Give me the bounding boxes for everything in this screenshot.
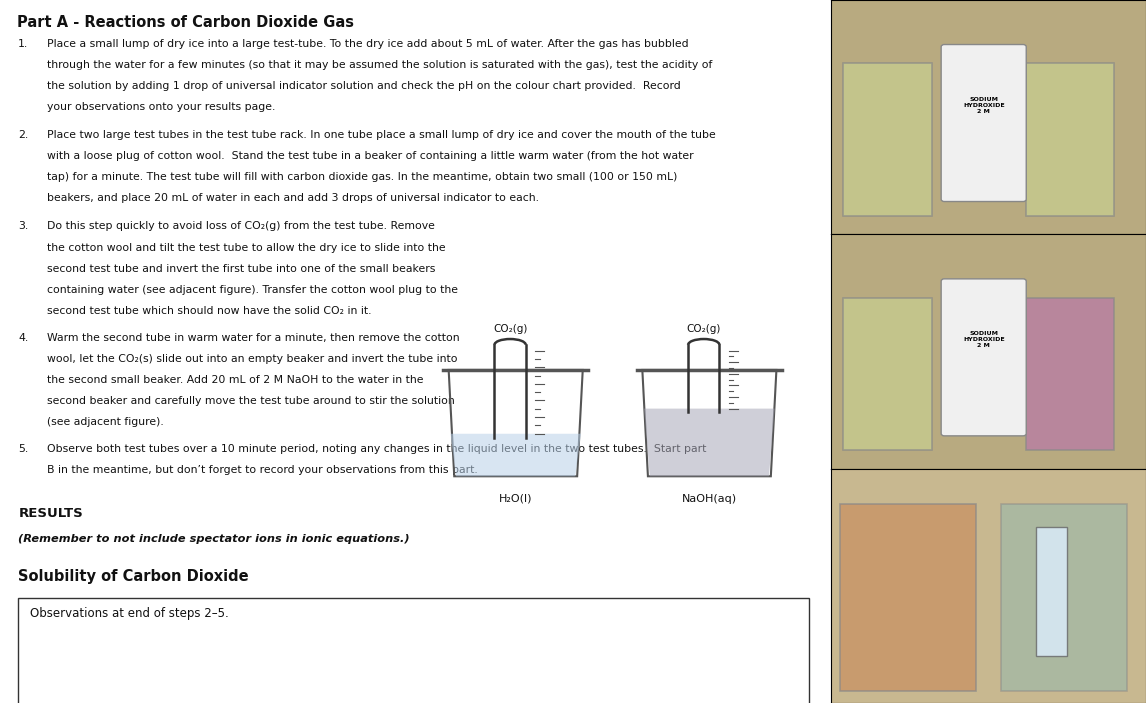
Text: CO₂(g): CO₂(g) [686,324,721,334]
Text: H₂O(l): H₂O(l) [499,494,533,503]
FancyBboxPatch shape [843,297,932,450]
Text: the second small beaker. Add 20 mL of 2 M NaOH to the water in the: the second small beaker. Add 20 mL of 2 … [47,375,424,385]
Text: wool, let the CO₂(s) slide out into an empty beaker and invert the tube into: wool, let the CO₂(s) slide out into an e… [47,354,458,363]
Text: with a loose plug of cotton wool.  Stand the test tube in a beaker of containing: with a loose plug of cotton wool. Stand … [47,151,694,161]
Text: (see adjacent figure).: (see adjacent figure). [47,417,164,427]
FancyBboxPatch shape [840,504,976,691]
Text: Part A - Reactions of Carbon Dioxide Gas: Part A - Reactions of Carbon Dioxide Gas [16,15,354,30]
Text: second beaker and carefully move the test tube around to stir the solution: second beaker and carefully move the tes… [47,396,455,406]
FancyBboxPatch shape [843,63,932,216]
FancyBboxPatch shape [1027,63,1115,216]
Polygon shape [450,434,581,477]
Text: (Remember to not include spectator ions in ionic equations.): (Remember to not include spectator ions … [18,534,410,543]
Text: Solubility of Carbon Dioxide: Solubility of Carbon Dioxide [18,569,249,583]
Text: containing water (see adjacent figure). Transfer the cotton wool plug to the: containing water (see adjacent figure). … [47,285,458,295]
Text: Warm the second tube in warm water for a minute, then remove the cotton: Warm the second tube in warm water for a… [47,333,460,342]
FancyBboxPatch shape [1002,504,1127,691]
Text: 4.: 4. [18,333,29,342]
Text: the solution by adding 1 drop of universal indicator solution and check the pH o: the solution by adding 1 drop of univers… [47,81,681,91]
Text: second test tube which should now have the solid CO₂ in it.: second test tube which should now have t… [47,306,371,316]
Text: RESULTS: RESULTS [18,507,83,520]
Text: 5.: 5. [18,444,29,453]
Text: B in the meantime, but don’t forget to record your observations from this part.: B in the meantime, but don’t forget to r… [47,465,478,475]
Text: beakers, and place 20 mL of water in each and add 3 drops of universal indicator: beakers, and place 20 mL of water in eac… [47,193,540,203]
Text: second test tube and invert the first tube into one of the small beakers: second test tube and invert the first tu… [47,264,435,273]
Text: 3.: 3. [18,221,29,231]
FancyBboxPatch shape [1036,527,1067,656]
FancyBboxPatch shape [941,279,1027,436]
Text: Do this step quickly to avoid loss of CO₂(g) from the test tube. Remove: Do this step quickly to avoid loss of CO… [47,221,435,231]
Polygon shape [644,408,775,477]
Text: through the water for a few minutes (so that it may be assumed the solution is s: through the water for a few minutes (so … [47,60,713,70]
Text: CO₂(g): CO₂(g) [493,324,527,334]
FancyBboxPatch shape [1027,297,1115,450]
FancyBboxPatch shape [941,44,1027,202]
Text: SODIUM
HYDROXIDE
2 M: SODIUM HYDROXIDE 2 M [963,97,1005,114]
Text: tap) for a minute. The test tube will fill with carbon dioxide gas. In the meant: tap) for a minute. The test tube will fi… [47,172,677,182]
Text: the cotton wool and tilt the test tube to allow the dry ice to slide into the: the cotton wool and tilt the test tube t… [47,243,446,252]
Text: Observations at end of steps 2–5.: Observations at end of steps 2–5. [30,607,229,619]
Text: Place two large test tubes in the test tube rack. In one tube place a small lump: Place two large test tubes in the test t… [47,130,716,140]
Text: SODIUM
HYDROXIDE
2 M: SODIUM HYDROXIDE 2 M [963,332,1005,348]
Text: 2.: 2. [18,130,29,140]
Text: NaOH(aq): NaOH(aq) [682,494,737,503]
Text: Place a small lump of dry ice into a large test-tube. To the dry ice add about 5: Place a small lump of dry ice into a lar… [47,39,689,49]
Text: your observations onto your results page.: your observations onto your results page… [47,102,276,112]
Text: 1.: 1. [18,39,29,49]
Text: Observe both test tubes over a 10 minute period, noting any changes in the liqui: Observe both test tubes over a 10 minute… [47,444,707,453]
